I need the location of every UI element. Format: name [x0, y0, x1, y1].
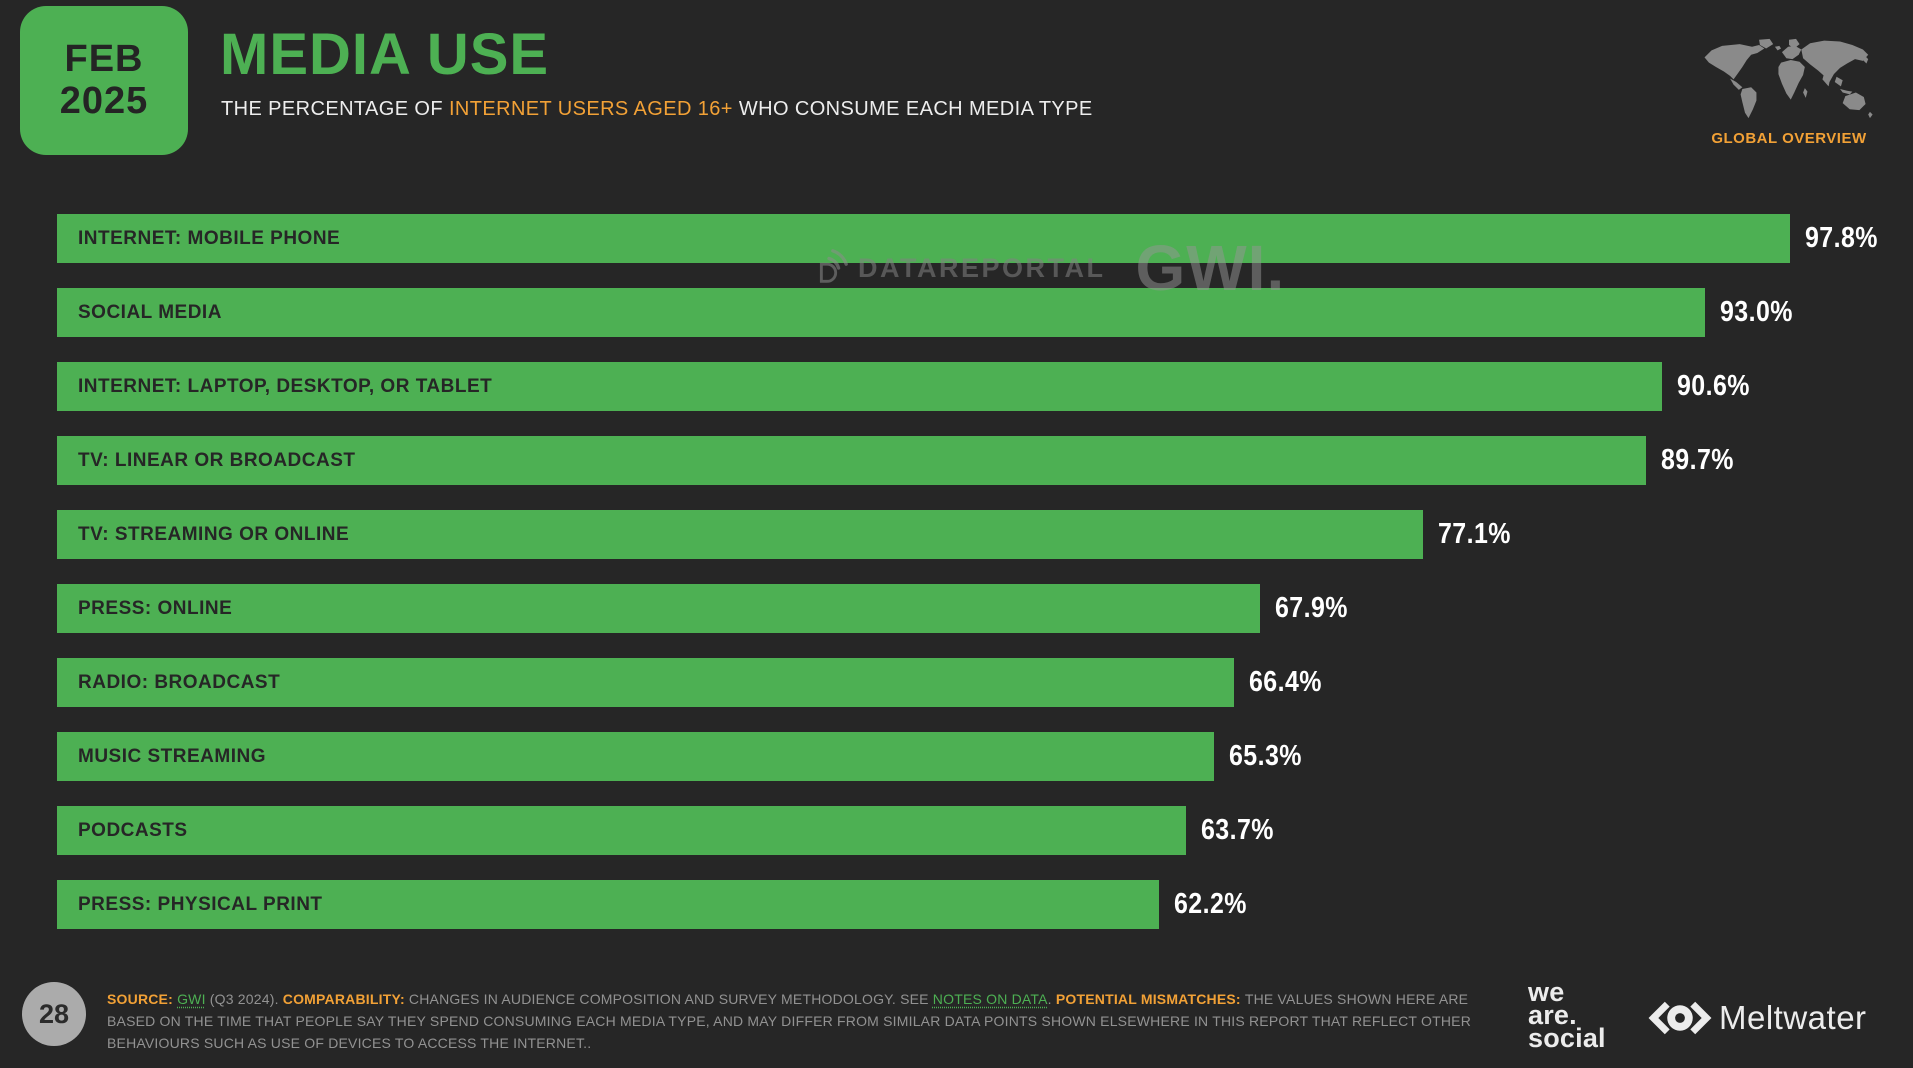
- text-segment: POTENTIAL MISMATCHES:: [1055, 991, 1245, 1007]
- bar-category-label: SOCIAL MEDIA: [78, 301, 222, 323]
- region-label: GLOBAL OVERVIEW: [1711, 130, 1867, 147]
- bar-row: RADIO: BROADCAST 66.4%: [57, 658, 1829, 707]
- bar: TV: STREAMING OR ONLINE: [57, 510, 1424, 559]
- bar-row: INTERNET: LAPTOP, DESKTOP, OR TABLET 90.…: [57, 362, 1829, 411]
- bar-category-label: PODCASTS: [78, 819, 188, 841]
- bar-value-label: 62.2%: [1174, 888, 1248, 920]
- bar-value-label: 66.4%: [1248, 666, 1322, 698]
- text-segment: INTERNET USERS AGED 16+: [448, 98, 733, 120]
- bar-row: PODCASTS 63.7%: [57, 806, 1829, 855]
- footnote-link[interactable]: NOTES ON DATA: [932, 991, 1048, 1007]
- text-segment: THE VALUES SHOWN HERE ARE BASED ON THE T…: [107, 991, 1472, 1051]
- bar: TV: LINEAR OR BROADCAST: [57, 436, 1647, 485]
- bar-row: TV: STREAMING OR ONLINE 77.1%: [57, 510, 1829, 559]
- bar-row: PRESS: ONLINE 67.9%: [57, 584, 1829, 633]
- bar: PRESS: PHYSICAL PRINT: [57, 880, 1160, 929]
- bar-chart: INTERNET: MOBILE PHONE 97.8% SOCIAL MEDI…: [57, 214, 1877, 954]
- bar: INTERNET: MOBILE PHONE: [57, 214, 1791, 263]
- bar-row: MUSIC STREAMING 65.3%: [57, 732, 1829, 781]
- we-are-social-line: we: [1528, 977, 1565, 1007]
- we-are-social-line: social: [1528, 1023, 1606, 1053]
- bar: PRESS: ONLINE: [57, 584, 1261, 633]
- we-are-social-line: are.: [1528, 1000, 1577, 1030]
- text-segment: .: [1047, 991, 1056, 1007]
- bar-value-label: 63.7%: [1200, 814, 1274, 846]
- bar-value-label: 97.8%: [1805, 222, 1878, 254]
- bar-row: PRESS: PHYSICAL PRINT 62.2%: [57, 880, 1829, 929]
- bar-category-label: INTERNET: LAPTOP, DESKTOP, OR TABLET: [78, 375, 493, 397]
- world-map: [1700, 38, 1878, 126]
- bar-value-label: 67.9%: [1275, 592, 1349, 624]
- text-segment: THE PERCENTAGE OF: [221, 98, 449, 120]
- bar-value-label: 89.7%: [1661, 444, 1735, 476]
- bar-value-label: 65.3%: [1229, 740, 1302, 772]
- footnote-link[interactable]: GWI: [177, 991, 206, 1007]
- bar-category-label: INTERNET: MOBILE PHONE: [78, 227, 341, 249]
- page-number: 28: [38, 998, 70, 1029]
- bar-category-label: PRESS: PHYSICAL PRINT: [78, 893, 323, 915]
- text-segment: (Q3 2024).: [205, 991, 283, 1007]
- bar-category-label: TV: STREAMING OR ONLINE: [78, 523, 350, 545]
- bar: PODCASTS: [57, 806, 1186, 855]
- bar-row: INTERNET: MOBILE PHONE 97.8%: [57, 214, 1877, 263]
- date-badge: FEB 2025: [20, 6, 188, 155]
- date-badge-month: FEB: [64, 38, 144, 81]
- we-are-social-logo: we are. social: [1528, 977, 1606, 1053]
- world-map-icon: [1704, 38, 1873, 119]
- date-badge-year: 2025: [59, 79, 149, 122]
- page-number-badge: 28: [22, 982, 86, 1046]
- text-segment: WHO CONSUME EACH MEDIA TYPE: [732, 98, 1093, 120]
- bar: RADIO: BROADCAST: [57, 658, 1234, 707]
- bar-value-label: 93.0%: [1719, 296, 1793, 328]
- meltwater-wordmark: Meltwater: [1719, 999, 1867, 1036]
- bar-row: TV: LINEAR OR BROADCAST 89.7%: [57, 436, 1829, 485]
- footnote: SOURCE: GWI (Q3 2024). COMPARABILITY: CH…: [107, 988, 1497, 1054]
- page-subtitle: THE PERCENTAGE OF INTERNET USERS AGED 16…: [221, 98, 1093, 121]
- bar-category-label: MUSIC STREAMING: [78, 745, 266, 767]
- bar-row: SOCIAL MEDIA 93.0%: [57, 288, 1829, 337]
- bar: MUSIC STREAMING: [57, 732, 1215, 781]
- bar-category-label: RADIO: BROADCAST: [78, 671, 281, 693]
- meltwater-icon: [1648, 1001, 1712, 1035]
- page-title: MEDIA USE: [220, 22, 550, 87]
- bar-category-label: TV: LINEAR OR BROADCAST: [78, 449, 356, 471]
- bar-category-label: PRESS: ONLINE: [78, 597, 233, 619]
- text-segment: SOURCE:: [107, 991, 178, 1007]
- bar-value-label: 77.1%: [1438, 518, 1512, 550]
- text-segment: COMPARABILITY:: [282, 991, 409, 1007]
- text-segment: CHANGES IN AUDIENCE COMPOSITION AND SURV…: [408, 991, 933, 1007]
- bar: INTERNET: LAPTOP, DESKTOP, OR TABLET: [57, 362, 1663, 411]
- bar: SOCIAL MEDIA: [57, 288, 1705, 337]
- meltwater-logo: Meltwater: [1646, 996, 1867, 1040]
- bar-value-label: 90.6%: [1677, 370, 1751, 402]
